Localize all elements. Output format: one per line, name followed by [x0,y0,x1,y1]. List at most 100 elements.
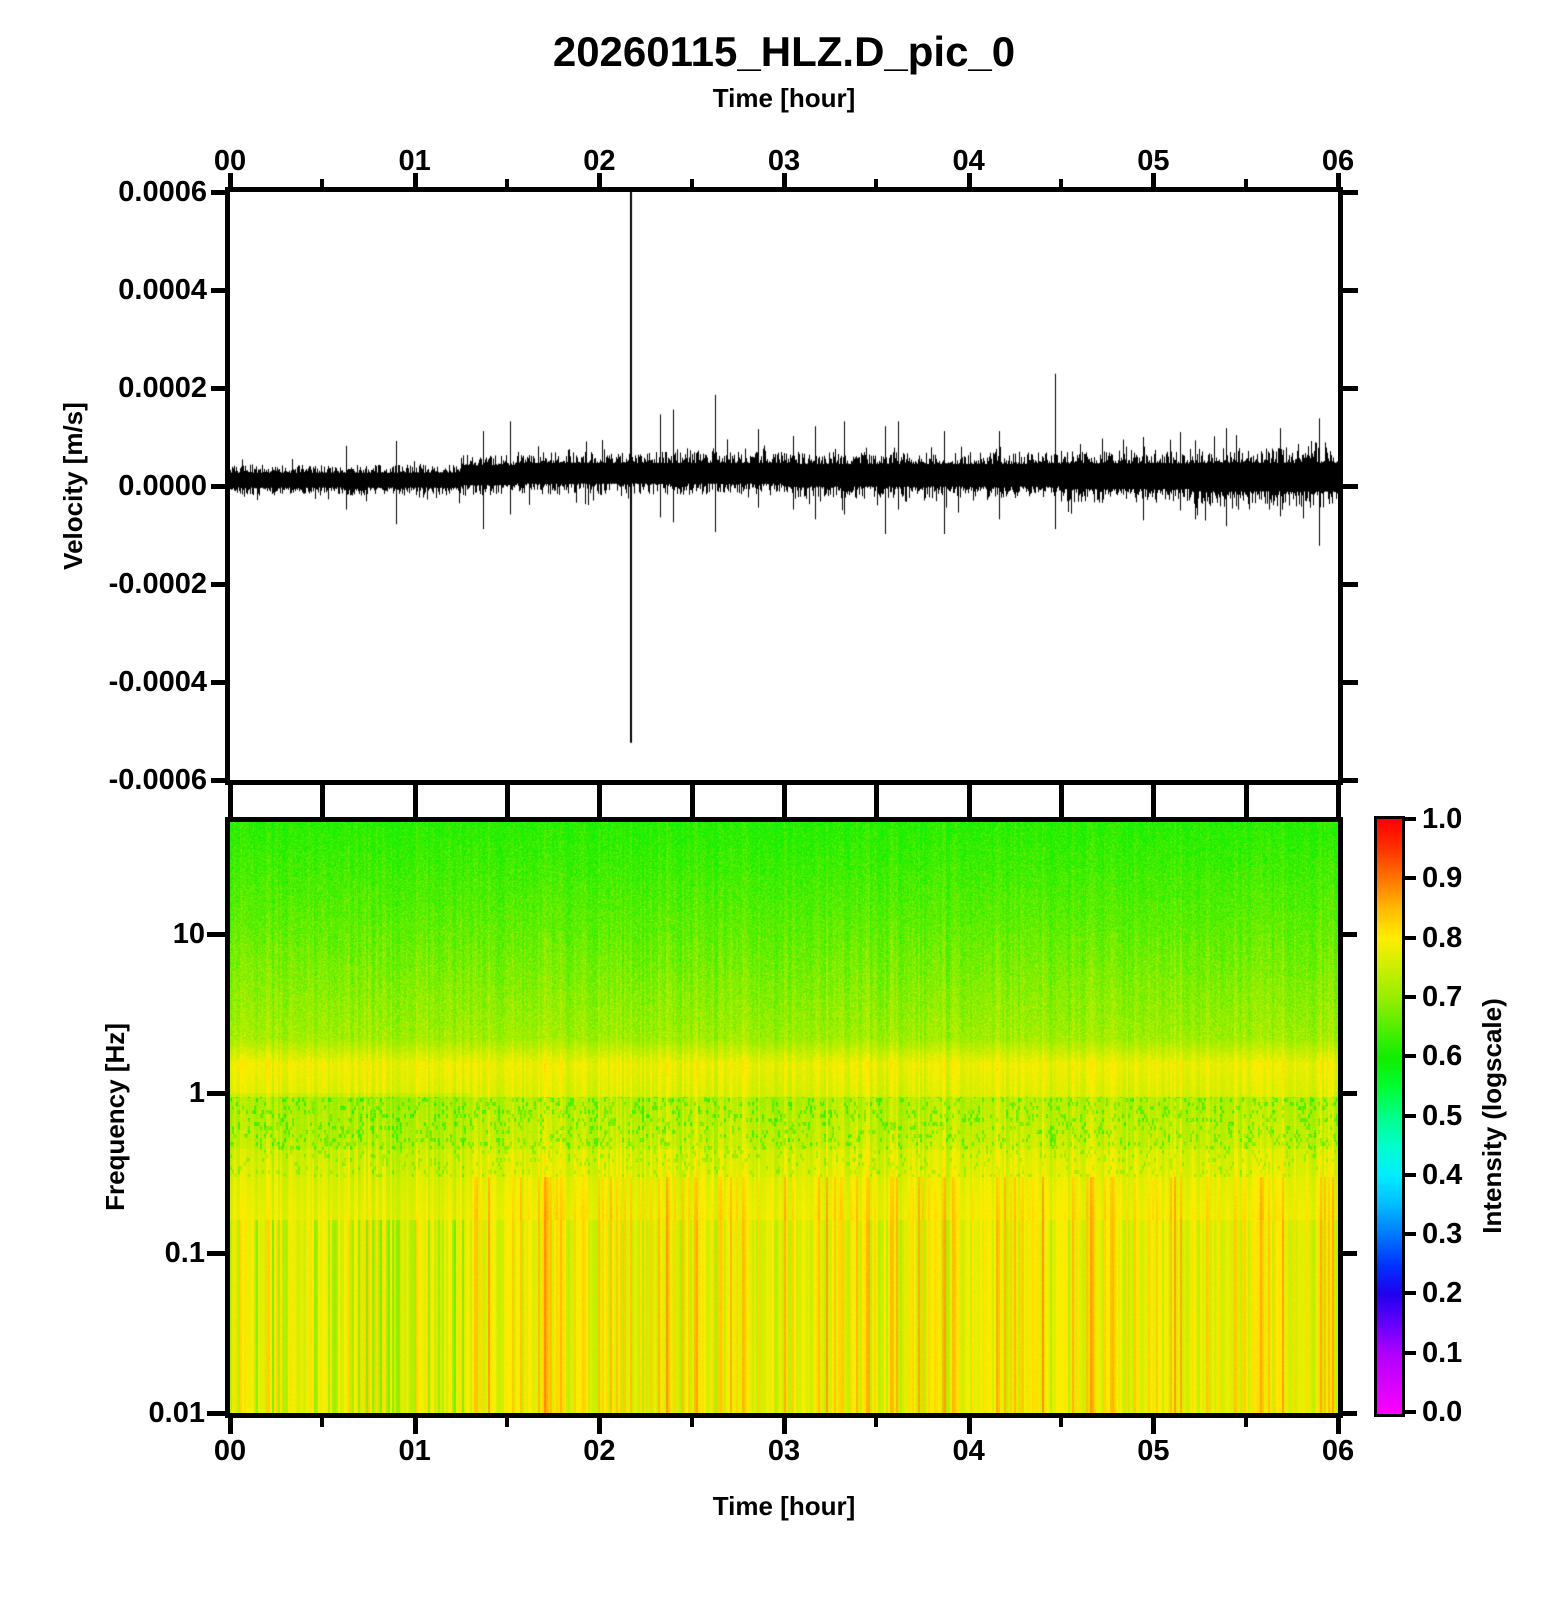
spectrogram-bottom-minor-tick [505,1418,509,1427]
colorbar-tick-label: 0.4 [1422,1158,1463,1191]
waveform-right-tick [1343,582,1358,587]
waveform-left-tick [211,484,225,489]
spectrogram-y-axis-title: Frequency [Hz] [100,1023,130,1211]
between-panel-tick [1336,785,1341,817]
colorbar-tick [1405,876,1416,881]
waveform-top-x-tick-label: 06 [1321,145,1355,177]
top-axis-title: Time [hour] [712,83,856,113]
spectrogram-canvas [230,822,1338,1413]
waveform-top-minor-tick [689,179,694,187]
waveform-top-major-tick [597,173,603,187]
waveform-y-tick-label: 0.0000 [118,470,207,502]
between-panel-tick [782,785,787,817]
waveform-top-x-tick-label: 02 [583,145,616,177]
waveform-top-minor-tick [320,179,325,187]
colorbar-tick [1405,817,1416,821]
colorbar-canvas [1377,819,1402,1414]
between-panel-tick [1151,785,1157,817]
waveform-left-tick [211,680,225,685]
between-panel-tick [1059,785,1064,817]
between-panel-tick [320,785,326,817]
waveform-top-x-tick-label: 01 [398,145,431,177]
colorbar-title: Intensity (logscale) [1477,998,1507,1234]
waveform-top-x-tick-label: 03 [767,145,801,177]
colorbar-tick [1405,994,1416,999]
frequency-tick-label: 10 [172,917,205,950]
between-panel-tick [966,785,972,817]
colorbar-tick [1405,1113,1416,1118]
spectrogram-left-tick [207,1251,225,1257]
waveform-top-minor-tick [1243,179,1248,187]
between-panel-tick [228,785,233,817]
between-panel-tick [597,785,603,817]
colorbar-tick [1405,1172,1416,1177]
spectrogram-bottom-major-tick [1151,1418,1157,1434]
waveform-right-tick [1343,484,1358,489]
waveform-top-x-tick-label: 05 [1137,145,1170,177]
spectrogram-left-tick [207,1411,225,1416]
spectrogram-x-tick-label: 03 [767,1435,801,1467]
waveform-top-minor-tick [505,179,509,187]
colorbar-tick-label: 0.9 [1422,862,1463,895]
waveform-left-tick [211,582,225,587]
frequency-tick-label: 0.1 [164,1237,205,1270]
colorbar-tick [1405,1291,1416,1296]
waveform-y-tick-label: -0.0002 [108,568,207,600]
waveform-left-tick [211,386,225,391]
spectrogram-left-tick [207,1091,225,1097]
colorbar-tick-label: 0.1 [1422,1336,1463,1369]
waveform-top-major-tick [782,173,787,187]
frequency-tick-label: 1 [188,1077,205,1110]
spectrogram-right-tick [1343,1411,1357,1416]
spectrogram-bottom-minor-tick [874,1418,879,1427]
colorbar-tick-label: 0.0 [1422,1396,1463,1428]
waveform-right-tick [1343,190,1358,195]
spectrogram-right-tick [1343,1251,1357,1257]
waveform-top-major-tick [1151,173,1157,187]
figure-title: 20260115_HLZ.D_pic_0 [552,28,1016,75]
waveform-top-major-tick [228,173,233,187]
waveform-top-major-tick [1336,173,1341,187]
colorbar-tick [1405,1410,1416,1414]
spectrogram-bottom-minor-tick [1059,1418,1063,1427]
waveform-right-tick [1343,680,1358,685]
spectrogram-bottom-major-tick [966,1418,972,1434]
spectrogram-right-tick [1343,1091,1357,1097]
waveform-top-x-tick-label: 04 [952,145,985,177]
waveform-y-tick-label: -0.0006 [108,764,207,796]
colorbar-tick-label: 0.8 [1422,921,1463,954]
spectrogram-bottom-minor-tick [689,1418,694,1427]
waveform-left-tick [211,190,225,195]
bottom-axis-title: Time [hour] [712,1491,856,1521]
frequency-tick-label: 0.01 [148,1397,205,1429]
between-panel-tick [1243,785,1249,817]
between-panel-tick [412,785,418,817]
colorbar-tick-label: 0.7 [1422,980,1463,1013]
waveform-left-tick [211,288,225,293]
between-panel-tick [874,785,880,817]
colorbar-tick-label: 0.5 [1422,1099,1463,1132]
spectrogram-bottom-major-tick [782,1418,787,1434]
spectrogram-left-tick [207,931,225,937]
colorbar-tick [1405,1350,1416,1355]
between-panel-tick [505,785,510,817]
colorbar-tick-label: 0.2 [1422,1277,1463,1310]
spectrogram-bottom-minor-tick [320,1418,325,1427]
spectrogram-right-tick [1343,931,1357,937]
waveform-canvas [230,192,1338,780]
waveform-top-minor-tick [874,179,879,187]
waveform-y-tick-label: -0.0004 [108,666,207,698]
between-panel-tick [689,785,695,817]
spectrogram-bottom-major-tick [597,1418,603,1434]
waveform-right-tick [1343,778,1358,783]
spectrogram-x-tick-label: 06 [1321,1435,1355,1467]
spectrogram-x-tick-label: 01 [398,1435,431,1467]
waveform-y-tick-label: 0.0002 [118,372,207,404]
waveform-y-tick-label: 0.0006 [118,176,207,208]
spectrogram-x-tick-label: 04 [952,1435,985,1467]
waveform-top-x-tick-label: 00 [213,145,247,177]
colorbar-tick-label: 0.6 [1422,1040,1463,1073]
waveform-right-tick [1343,386,1358,391]
spectrogram-x-tick-label: 00 [213,1435,247,1467]
